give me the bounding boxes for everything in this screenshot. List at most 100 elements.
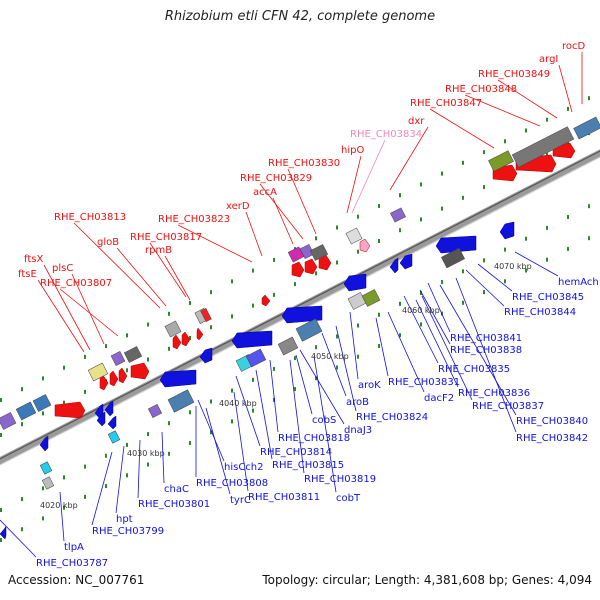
forward-gene-block [0, 412, 17, 430]
forward-gene-arrow [181, 331, 191, 347]
gene-label-reverse: RHE_CH03808 [196, 478, 268, 489]
gene-label-reverse: RHE_CH03844 [504, 307, 576, 318]
forward-gene-arrow [54, 401, 86, 419]
track-dot [420, 322, 422, 327]
track-dot [210, 325, 212, 330]
track-dot [357, 214, 359, 219]
track-dot [84, 389, 86, 394]
kbp-label: 4030 kbp [127, 449, 165, 458]
label-leaders [0, 52, 583, 558]
track-dot [378, 239, 380, 243]
gene-label-forward: RHE_CH03849 [478, 69, 550, 80]
leader-line [321, 332, 347, 397]
track-dot [441, 206, 443, 211]
track-dot [231, 419, 233, 424]
leader-line [389, 126, 429, 191]
gene-label-forward: hipO [341, 145, 364, 156]
track-dot [336, 365, 338, 370]
leader-line [116, 247, 167, 307]
gene-label-reverse: RHE_CH03824 [356, 412, 428, 423]
track-dot [504, 139, 506, 144]
reverse-gene-arrow [343, 273, 367, 292]
backbone-band [0, 149, 600, 465]
track-dot [0, 538, 2, 542]
track-dot [63, 475, 65, 480]
reverse-gene-block [277, 336, 299, 356]
track-dot [21, 527, 23, 532]
track-dot [252, 268, 254, 273]
track-dot [525, 128, 527, 133]
leader-line [255, 369, 273, 460]
track-dot [357, 323, 359, 328]
gene-label-forward: RHE_CH03847 [410, 98, 482, 109]
leader-line [464, 94, 541, 127]
leader-line [514, 251, 559, 277]
reverse-gene-arrow [199, 347, 213, 364]
gene-label-forward: RHE_CH03848 [445, 84, 517, 95]
gene-label-reverse: RHE_CH03842 [516, 433, 588, 444]
forward-gene-block [110, 350, 126, 367]
reverse-gene-arrow [231, 330, 273, 349]
forward-gene-arrow [118, 367, 128, 384]
track-dot [420, 217, 422, 222]
track-dot [231, 314, 233, 319]
accession-text: Accession: NC_007761 [8, 573, 145, 587]
pseudo-gene-block [345, 227, 363, 245]
track-dot [315, 376, 317, 381]
reverse-gene-arrow [281, 305, 323, 324]
gene-features [0, 116, 600, 540]
gene-label-forward: RHE_CH03830 [268, 158, 340, 169]
track-dot [42, 486, 44, 491]
track-dot [399, 301, 401, 306]
track-dot [21, 387, 23, 392]
track-dot [462, 160, 464, 165]
track-dot [336, 334, 338, 339]
track-dot [399, 193, 401, 198]
track-dot [546, 225, 548, 230]
reverse-gene-block [390, 207, 406, 223]
track-dot [210, 430, 212, 435]
track-dot [567, 246, 569, 251]
gene-label-forward: xerD [226, 201, 250, 212]
track-dot [0, 433, 2, 437]
track-dot [21, 422, 23, 427]
gene-label-reverse: RHE_CH03818 [278, 433, 350, 444]
track-dot [126, 333, 128, 338]
gene-label-reverse: RHE_CH03840 [516, 416, 588, 427]
forward-gene-arrow [172, 334, 182, 350]
leader-line [59, 288, 119, 337]
forward-gene-arrow [291, 261, 305, 278]
track-dot [189, 301, 191, 305]
leader-line [289, 359, 305, 474]
reverse-gene-block [245, 348, 267, 368]
gene-label-reverse: RHE_CH03799 [92, 526, 164, 537]
gene-label-forward: RHE_CH03807 [40, 278, 112, 289]
track-dot [399, 228, 401, 233]
gene-label-forward: accA [253, 187, 277, 198]
gene-label-reverse: hisCch2 [224, 462, 264, 473]
track-dot [462, 195, 464, 200]
forward-gene-arrow [261, 294, 271, 307]
gene-label-forward: RHE_CH03813 [54, 212, 126, 223]
track-dot [42, 376, 44, 381]
track-dot [252, 377, 254, 382]
reverse-gene-arrow [0, 525, 7, 540]
gene-label-forward: gloB [97, 237, 119, 248]
gene-label-reverse: RHE_CH03835 [438, 364, 510, 375]
forward-gene-arrow [130, 362, 150, 380]
track-dot [210, 399, 212, 404]
leader-line [205, 407, 231, 495]
track-dot [273, 257, 275, 262]
track-dot [126, 473, 128, 478]
gene-label-reverse: hemAch [558, 277, 599, 288]
kbp-labels: 4020 kbp 4030 kbp 4040 kbp 4050 kbp 4060 kbp… [40, 262, 532, 510]
track-dot [0, 398, 2, 402]
track-dot [147, 462, 149, 467]
leader-line [245, 211, 263, 257]
leader-line [313, 355, 337, 493]
gene-label-reverse: RHE_CH03787 [36, 558, 108, 569]
reverse-gene-arrow [399, 253, 413, 270]
track-dot [546, 257, 548, 262]
gene-label-reverse: aroK [358, 380, 381, 391]
